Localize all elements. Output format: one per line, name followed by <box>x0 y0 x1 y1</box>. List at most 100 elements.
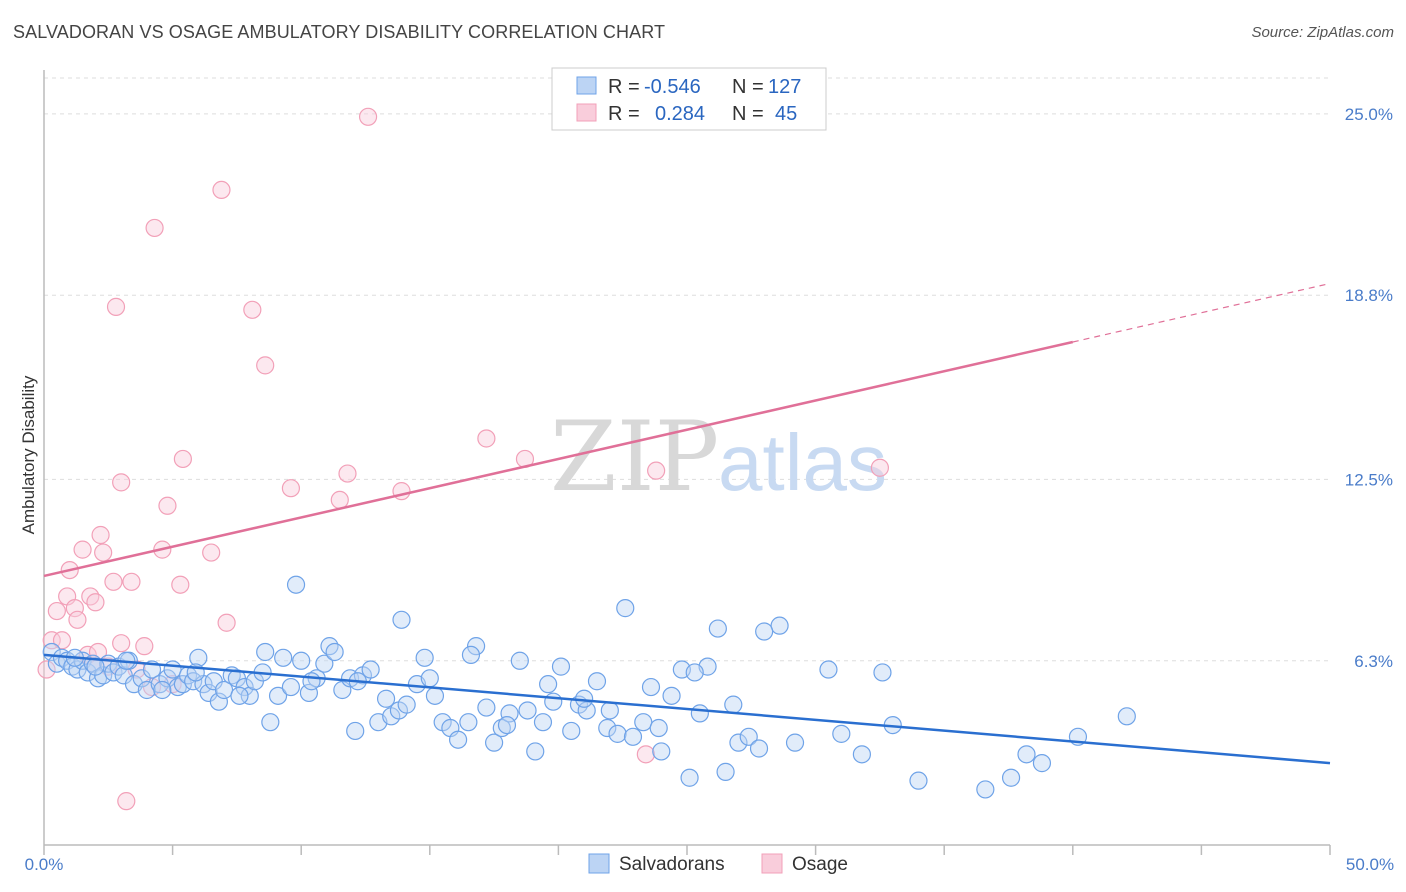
data-point <box>598 718 617 738</box>
trend-lines <box>43 282 1331 765</box>
y-tick-label: 12.5% <box>1345 470 1393 489</box>
data-point <box>320 637 339 656</box>
data-point <box>448 730 468 749</box>
data-point <box>376 689 396 708</box>
bottom-swatch-salvadorans <box>588 853 610 874</box>
watermark-atlas: atlas <box>718 418 887 507</box>
bottom-label-osage: Osage <box>792 854 848 875</box>
series-legend: Salvadorans Osage <box>588 853 848 875</box>
y-tick-label: 25.0% <box>1345 105 1393 124</box>
data-point <box>338 464 357 483</box>
data-point <box>163 660 182 679</box>
data-point <box>73 540 92 559</box>
data-point <box>647 461 666 480</box>
data-point <box>392 610 411 629</box>
data-point <box>485 733 504 752</box>
grid-lines <box>44 77 1330 662</box>
y-tick-label: 6.3% <box>1354 652 1393 671</box>
watermark-zip: ZIP <box>550 401 719 513</box>
data-point <box>330 490 349 510</box>
data-point <box>281 677 301 697</box>
data-point <box>608 724 627 743</box>
data-point <box>189 648 208 667</box>
data-point <box>716 762 735 781</box>
data-point <box>544 692 563 711</box>
data-point <box>492 718 511 738</box>
legend-n-label-blue: N = <box>732 76 764 98</box>
trend-line <box>43 653 1331 765</box>
data-point <box>268 686 288 705</box>
data-point <box>415 648 434 667</box>
data-point <box>685 663 704 682</box>
data-point <box>145 218 164 238</box>
data-point <box>526 742 545 761</box>
data-point <box>459 713 478 732</box>
data-point <box>708 619 727 638</box>
bottom-label-salvadorans: Salvadorans <box>619 854 725 875</box>
data-point <box>749 739 769 758</box>
data-point <box>361 660 380 679</box>
data-point <box>587 672 607 691</box>
data-point <box>832 724 851 743</box>
data-point <box>729 733 748 752</box>
data-point <box>212 180 231 200</box>
data-point <box>662 686 681 705</box>
data-point <box>274 648 293 667</box>
chart-source: Source: ZipAtlas.com <box>1251 24 1394 41</box>
legend-swatch-blue <box>576 76 597 95</box>
data-point <box>171 575 190 594</box>
legend-n-label-pink: N = <box>732 103 764 125</box>
data-point <box>217 613 236 632</box>
data-point <box>94 543 113 562</box>
data-point <box>600 701 619 720</box>
data-point <box>739 727 758 746</box>
data-point <box>256 642 275 662</box>
data-point <box>325 642 344 662</box>
legend-r-label-pink: R = <box>608 103 640 125</box>
data-point <box>261 713 280 732</box>
data-point <box>425 686 445 705</box>
data-point <box>122 572 141 591</box>
data-point <box>755 622 774 641</box>
data-point <box>37 660 56 679</box>
data-point <box>346 721 365 741</box>
data-point <box>724 695 743 714</box>
data-point <box>539 675 558 694</box>
legend-r-label-blue: R = <box>608 76 640 98</box>
data-point <box>135 637 154 656</box>
data-point <box>302 672 321 691</box>
data-point <box>173 449 192 469</box>
data-point <box>1032 754 1052 773</box>
data-point <box>281 479 301 498</box>
data-point <box>497 715 517 735</box>
data-point <box>976 780 995 799</box>
x-tick-label-min: 0.0% <box>25 855 64 874</box>
data-point <box>770 616 789 635</box>
x-tick-label-max: 50.0% <box>1346 855 1394 874</box>
data-point <box>86 593 105 612</box>
data-point <box>235 677 254 697</box>
legend-n-value-pink: 45 <box>775 103 797 125</box>
data-point <box>852 745 871 764</box>
data-point <box>641 677 661 697</box>
data-point <box>173 675 192 694</box>
data-point <box>616 599 635 618</box>
correlation-legend: R = -0.546 N = 127 R = 0.284 N = 45 <box>551 67 827 131</box>
data-point <box>117 792 136 811</box>
data-point <box>286 575 306 594</box>
data-point <box>649 718 668 738</box>
data-point <box>209 692 228 711</box>
y-axis-title: Ambulatory Disability <box>19 375 38 534</box>
data-point <box>634 713 653 732</box>
data-point <box>91 525 110 545</box>
data-point <box>477 698 496 717</box>
data-point <box>785 733 805 752</box>
data-point <box>47 601 66 621</box>
legend-box <box>551 67 827 131</box>
data-point <box>533 713 553 732</box>
bottom-swatch-osage <box>761 853 783 874</box>
x-ticks <box>43 845 1331 855</box>
data-point <box>636 745 655 764</box>
data-point <box>65 599 84 618</box>
data-point <box>104 572 123 591</box>
